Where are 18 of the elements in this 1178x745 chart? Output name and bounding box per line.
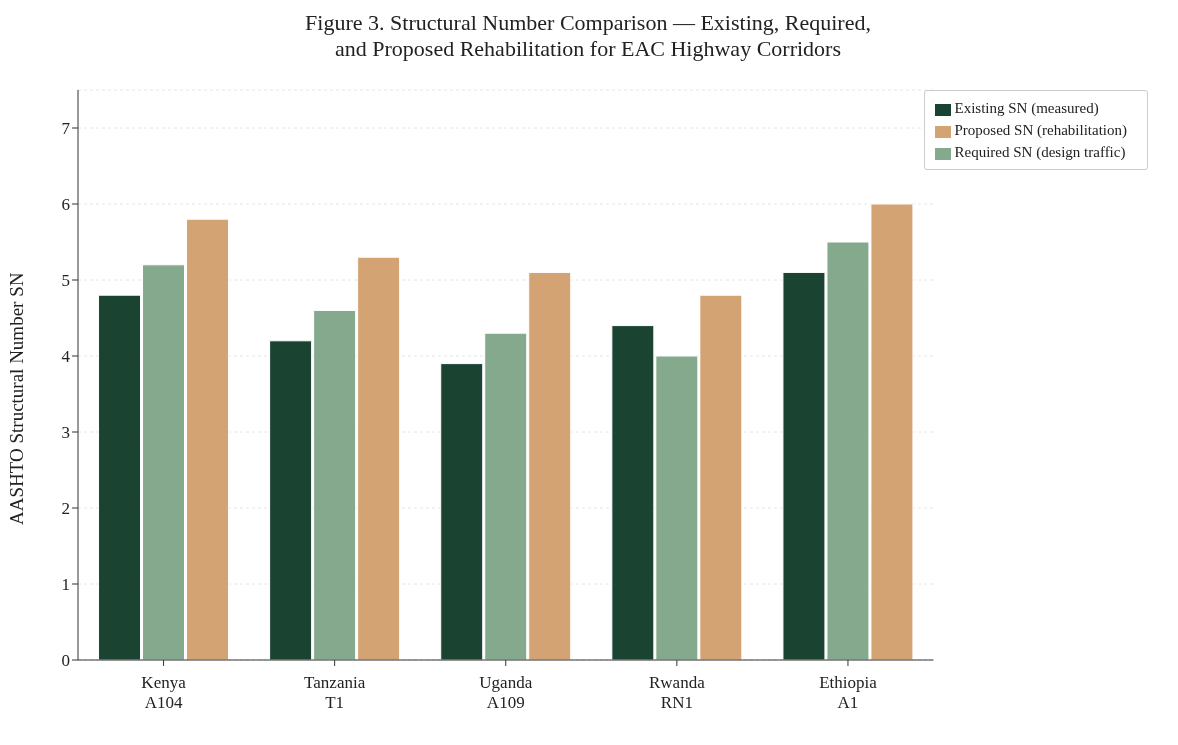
x-tick-label: Tanzania T1 <box>304 673 366 712</box>
y-tick-label: 5 <box>61 271 70 291</box>
x-tick-label: Rwanda RN1 <box>649 673 706 712</box>
x-tick-label: Kenya A104 <box>141 673 187 712</box>
x-tick-label: Uganda A109 <box>479 673 533 712</box>
legend-label: Existing SN (measured) <box>954 100 1099 116</box>
y-tick-label: 1 <box>61 575 70 595</box>
chart-title: Figure 3. Structural Number Comparison — Existing, Required, and Proposed Rehabilitation for EAC Highway Corridors <box>304 10 872 62</box>
legend-label: Required SN (design traffic) <box>954 144 1126 160</box>
y-tick-label: 4 <box>61 347 71 367</box>
y-axis-title: AASHTO Structural Number SN <box>5 272 27 525</box>
y-tick-label: 2 <box>61 499 70 519</box>
y-tick-label: 6 <box>61 195 70 215</box>
legend-label: Proposed SN (rehabilitation) <box>954 122 1127 138</box>
x-tick-label: Ethiopia A1 <box>819 673 878 712</box>
y-tick-label: 7 <box>61 119 71 139</box>
y-tick-label: 0 <box>61 651 70 671</box>
y-tick-label: 3 <box>61 423 70 443</box>
